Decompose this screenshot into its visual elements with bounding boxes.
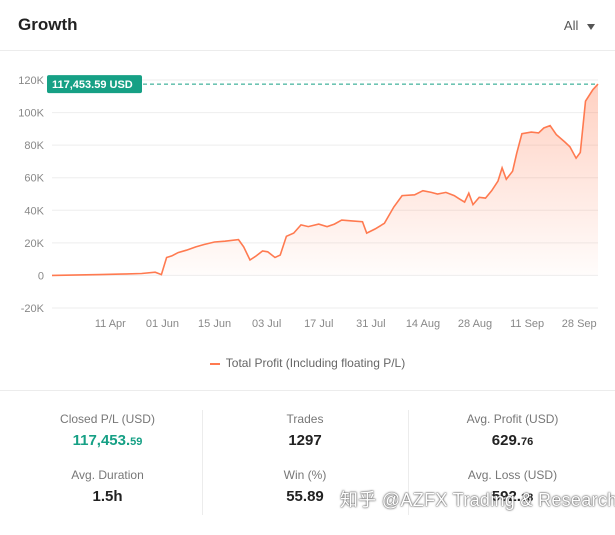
- y-tick-label: 60K: [24, 173, 44, 185]
- x-tick-label: 17 Jul: [304, 318, 333, 330]
- last-value-label: 117,453.59 USD: [52, 79, 133, 91]
- chart-legend[interactable]: Total Profit (Including floating P/L): [0, 356, 615, 370]
- x-tick-label: 11 Sep: [510, 318, 544, 330]
- x-tick-label: 01 Jun: [146, 318, 179, 330]
- divider: [0, 390, 615, 391]
- divider: [408, 410, 409, 515]
- period-filter-dropdown[interactable]: All: [564, 18, 595, 33]
- y-tick-label: 20K: [24, 238, 44, 250]
- win-label: Win (%): [283, 468, 327, 482]
- x-tick-label: 03 Jul: [252, 318, 281, 330]
- avg-loss-value: 592.18: [491, 488, 534, 505]
- caret-down-icon: [587, 23, 595, 30]
- y-tick-label: -20K: [21, 303, 45, 315]
- avg-loss-label: Avg. Loss (USD): [467, 468, 558, 482]
- y-tick-label: 120K: [18, 75, 44, 87]
- watermark: 知乎 @AZFX Trading & Research: [340, 490, 615, 510]
- legend-swatch: [209, 362, 220, 365]
- profit-area: [52, 84, 598, 276]
- divider: [202, 410, 203, 515]
- stats-column-2: Trades 1297 Win (%) 55.89: [220, 412, 390, 510]
- trades-value: 1297: [288, 432, 322, 449]
- x-tick-label: 11 Apr: [95, 318, 126, 330]
- stats-column-1: Closed P/L (USD) 117,453.59 Avg. Duratio…: [20, 412, 195, 510]
- x-tick-label: 14 Aug: [406, 318, 440, 330]
- x-tick-label: 28 Aug: [458, 318, 492, 330]
- x-tick-label: 28 Sep: [562, 318, 597, 330]
- avg-profit-value: 629.76: [491, 432, 534, 449]
- win-value: 55.89: [286, 488, 324, 505]
- avg-profit-label: Avg. Profit (USD): [466, 412, 559, 426]
- closed-pl-value: 117,453.59: [72, 432, 143, 449]
- growth-chart: -20K 0 20K 40K 60K 80K 100K 120K 11 Apr 01 Jun 15…: [18, 75, 599, 330]
- header: Growth All: [0, 0, 615, 51]
- y-tick-label: 80K: [24, 140, 44, 152]
- stats-column-3: Avg. Profit (USD) 629.76 Avg. Loss (USD)…: [425, 412, 600, 510]
- avg-duration-value: 1.5h: [92, 488, 123, 505]
- closed-pl-label: Closed P/L (USD): [60, 412, 155, 426]
- legend-label: Total Profit (Including floating P/L): [225, 356, 406, 370]
- avg-duration-label: Avg. Duration: [71, 468, 144, 482]
- x-tick-label: 31 Jul: [356, 318, 385, 330]
- y-tick-label: 40K: [24, 205, 44, 217]
- last-value-badge: 117,453.59 USD: [47, 75, 142, 94]
- y-tick-label: 0: [38, 270, 44, 282]
- profit-line: [51, 83, 599, 277]
- page-title: Growth: [18, 15, 78, 34]
- period-filter-label: All: [563, 18, 579, 33]
- y-tick-label: 100K: [18, 108, 44, 120]
- x-tick-label: 15 Jun: [198, 318, 231, 330]
- trades-label: Trades: [286, 412, 324, 426]
